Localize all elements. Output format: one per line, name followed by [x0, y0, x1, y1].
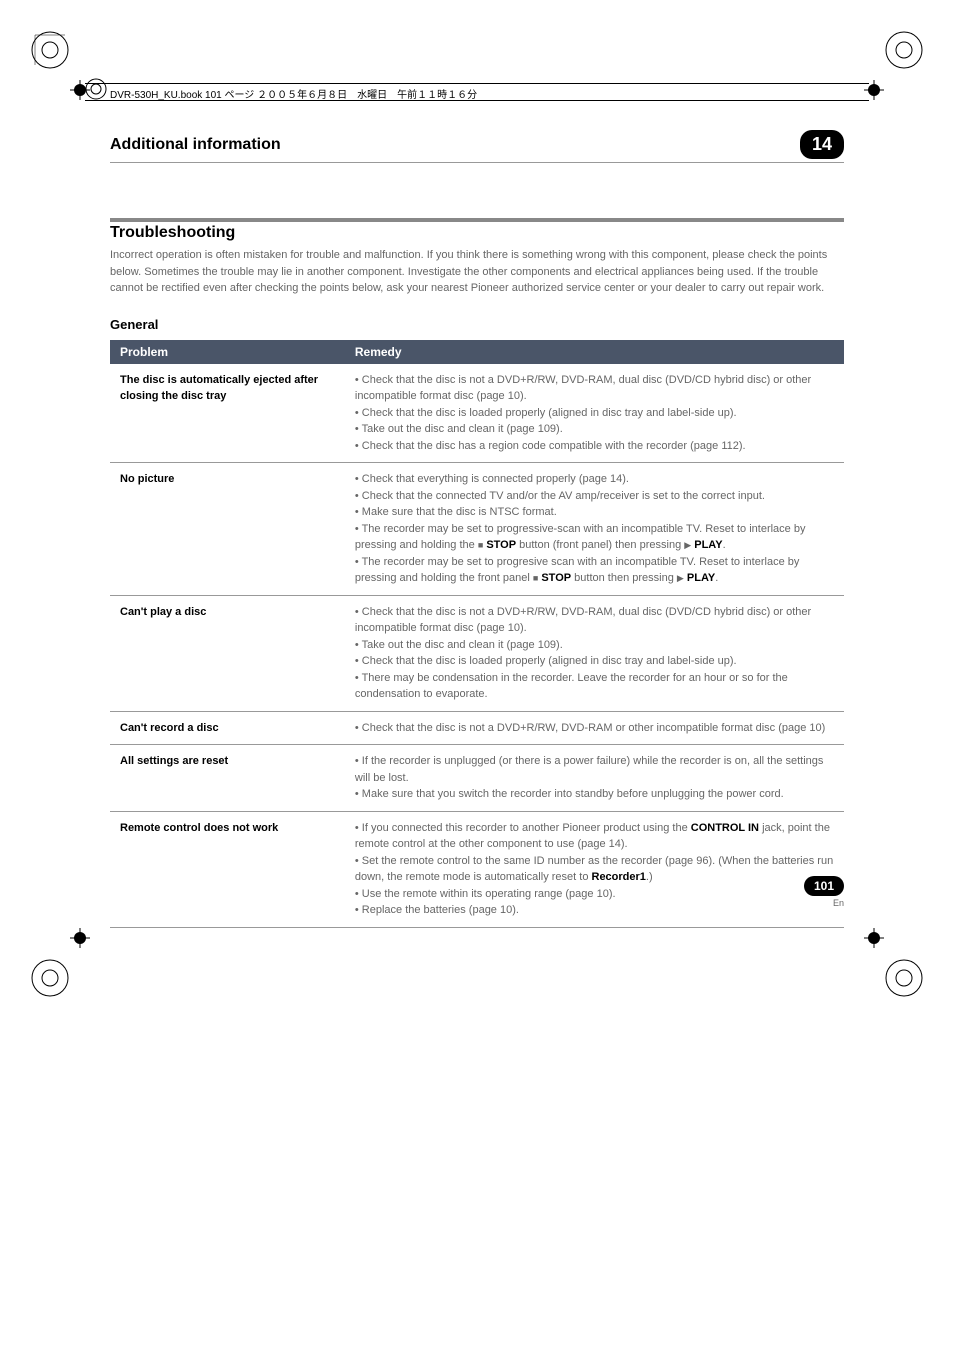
troubleshooting-table: Problem Remedy The disc is automatically… [110, 340, 844, 928]
table-row: Can't record a disc• Check that the disc… [110, 711, 844, 745]
section-intro: Incorrect operation is often mistaken fo… [110, 247, 844, 297]
section-title: Troubleshooting [110, 224, 844, 242]
table-row: Remote control does not work• If you con… [110, 811, 844, 927]
chapter-title: Additional information [110, 136, 281, 154]
content-wrapper: Additional information 14 Troubleshootin… [0, 0, 954, 1028]
book-header-icon [85, 78, 107, 100]
remedy-cell: • Check that the disc is not a DVD+R/RW,… [345, 595, 844, 711]
print-mark-corner-bl [30, 958, 70, 998]
print-mark-corner-tl [30, 30, 70, 70]
crop-mark-br [864, 928, 884, 948]
problem-cell: Remote control does not work [110, 811, 345, 927]
print-mark-corner-br [884, 958, 924, 998]
chapter-number-badge: 14 [800, 130, 844, 159]
remedy-cell: • Check that the disc is not a DVD+R/RW,… [345, 364, 844, 463]
table-row: Can't play a disc• Check that the disc i… [110, 595, 844, 711]
problem-cell: Can't record a disc [110, 711, 345, 745]
table-row: All settings are reset• If the recorder … [110, 745, 844, 812]
page-language: En [804, 898, 844, 908]
problem-cell: Can't play a disc [110, 595, 345, 711]
remedy-cell: • If you connected this recorder to anot… [345, 811, 844, 927]
table-header-problem: Problem [110, 340, 345, 364]
page-footer: 101 En [804, 876, 844, 908]
book-header-text: DVR-530H_KU.book 101 ページ ２００５年６月８日 水曜日 午… [110, 86, 477, 101]
page-number: 101 [804, 876, 844, 896]
problem-cell: All settings are reset [110, 745, 345, 812]
problem-cell: The disc is automatically ejected after … [110, 364, 345, 463]
book-header-line-bottom [85, 100, 869, 101]
remedy-cell: • If the recorder is unplugged (or there… [345, 745, 844, 812]
section-bar [110, 218, 844, 222]
remedy-cell: • Check that everything is connected pro… [345, 463, 844, 596]
print-mark-corner-tr [884, 30, 924, 70]
table-row: No picture• Check that everything is con… [110, 463, 844, 596]
crop-mark-bl [70, 928, 90, 948]
table-row: The disc is automatically ejected after … [110, 364, 844, 463]
chapter-header: Additional information 14 [110, 130, 844, 163]
table-header-remedy: Remedy [345, 340, 844, 364]
book-header-line-top [85, 83, 869, 84]
problem-cell: No picture [110, 463, 345, 596]
remedy-cell: • Check that the disc is not a DVD+R/RW,… [345, 711, 844, 745]
subsection-title: General [110, 317, 844, 332]
